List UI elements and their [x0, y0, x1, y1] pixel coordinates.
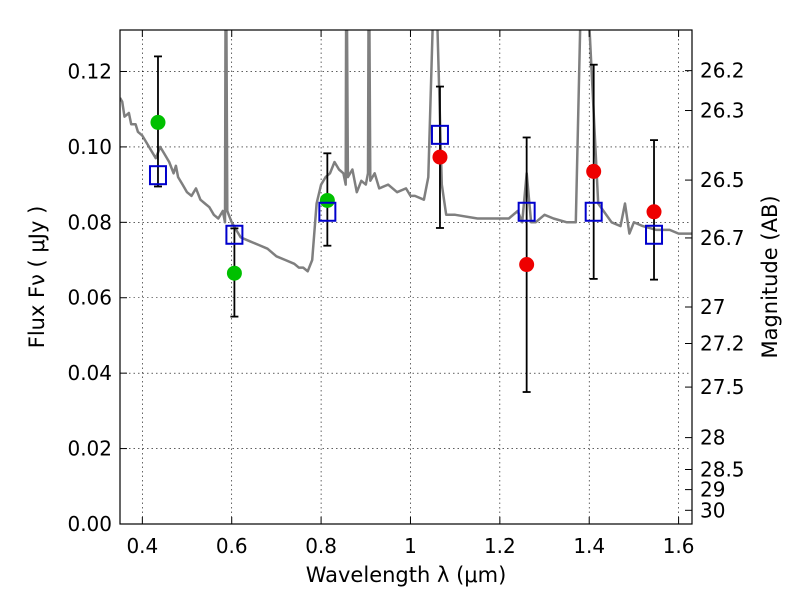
right-tick-label: 28: [700, 426, 725, 450]
right-tick-label: 26.5: [700, 168, 745, 192]
model-flux-square: [225, 224, 244, 245]
x-tick-label: 1: [404, 534, 417, 558]
x-tick-label: 1.6: [663, 534, 695, 558]
model-spectrum-line: [120, 30, 692, 273]
x-axis-label-text: Wavelength λ (μm): [306, 563, 507, 587]
right-tick-label: 27.5: [700, 375, 745, 399]
y-tick-label: 0.08: [67, 210, 112, 234]
model-flux-square: [318, 201, 337, 222]
y-tick-label: 0.00: [67, 512, 112, 536]
grid: [120, 30, 692, 525]
y-tick-label: 0.02: [67, 437, 112, 461]
y-tick-label: 0.06: [67, 286, 112, 310]
y-tick-label: 0.04: [67, 361, 112, 385]
y-axis-label: Flux Fν ( μJy ): [25, 206, 49, 349]
ticks: 0.4 0.6 0.8 1 1.2 1.4 1.6 0.00 0.02 0.04 0.06 0.08 0…: [67, 30, 745, 558]
right-tick-label: 30: [700, 498, 725, 522]
right-tick-label: 29: [700, 478, 725, 502]
observed-flux-point: [646, 204, 662, 220]
model-flux-square: [517, 201, 536, 222]
right-axis-label-text: Magnitude (AB): [758, 195, 782, 358]
x-tick-label: 0.8: [305, 534, 337, 558]
observed-flux-point: [432, 149, 448, 165]
model-flux-square: [430, 124, 449, 145]
model-flux-square: [148, 165, 167, 186]
observed-flux-point: [150, 114, 166, 130]
right-tick-label: 26.2: [700, 59, 745, 83]
model-flux-square: [645, 224, 664, 245]
y-tick-label: 0.12: [67, 59, 112, 83]
y-axis-label-text: Flux Fν ( μJy ): [25, 206, 49, 349]
observed-flux-point: [319, 192, 335, 208]
model-flux-square: [584, 201, 603, 222]
right-tick-label: 28.5: [700, 457, 745, 481]
right-tick-label: 27: [700, 295, 725, 319]
right-tick-label: 26.3: [700, 99, 745, 123]
x-axis-label: Wavelength λ (μm): [306, 563, 507, 587]
right-axis-label: Magnitude (AB): [758, 195, 782, 358]
x-tick-label: 0.6: [216, 534, 248, 558]
x-tick-label: 1.2: [484, 534, 516, 558]
right-tick-label: 27.2: [700, 332, 745, 356]
x-tick-label: 0.4: [126, 534, 158, 558]
observed-flux-point: [586, 163, 602, 179]
observed-flux-point: [519, 257, 535, 273]
y-tick-label: 0.10: [67, 135, 112, 159]
plot-area: [120, 30, 692, 393]
observed-flux-point: [226, 265, 242, 281]
plot-frame: [119, 29, 693, 525]
x-tick-label: 1.4: [573, 534, 605, 558]
right-tick-label: 26.7: [700, 226, 745, 250]
